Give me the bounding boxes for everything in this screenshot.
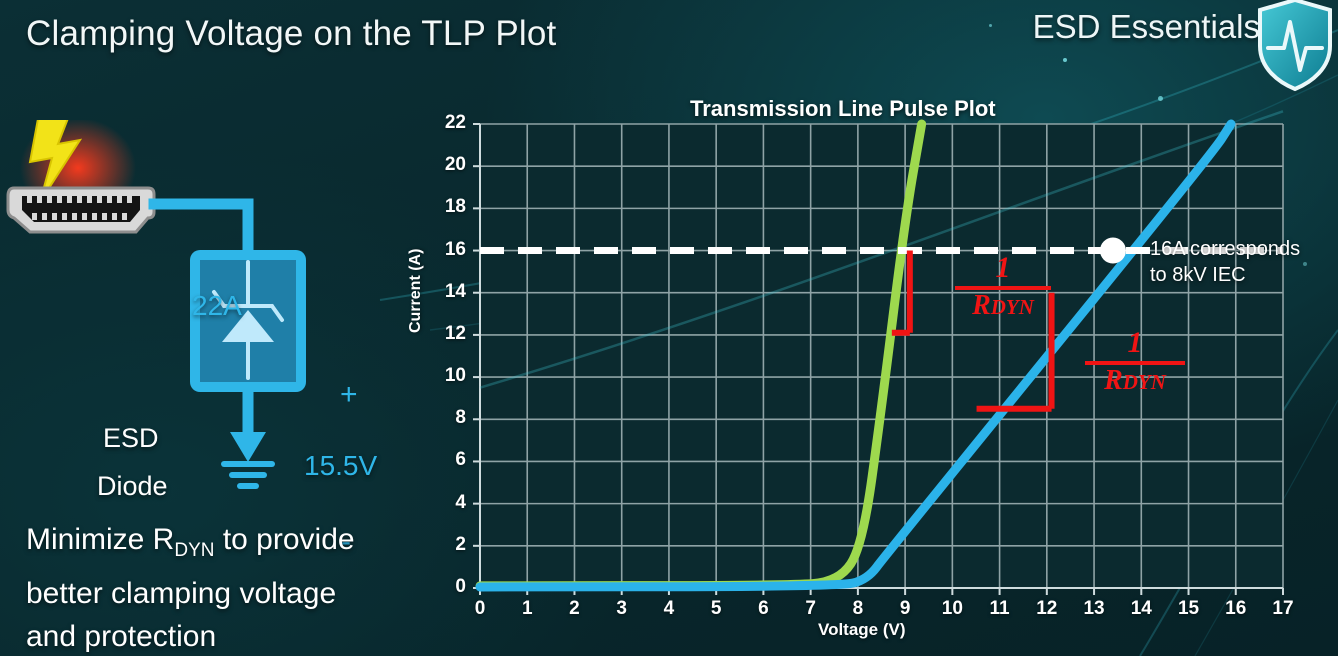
x-tick-label: 10 [941,598,963,619]
slope-callout-1-denominator: RDYN [972,290,1034,321]
takeaway-line3: and protection [26,620,217,653]
page-title: Clamping Voltage on the TLP Plot [26,14,557,53]
slope-callout-1-label: 1 RDYN [955,253,1051,322]
hdmi-connector-icon [6,186,156,234]
chart-plot-area [473,110,1284,595]
x-tick-label: 2 [569,598,580,619]
x-tick-label: 1 [521,598,533,619]
takeaway-line1-b: to provide [214,523,355,556]
threshold-note-line1: 16A corresponds [1150,238,1301,260]
y-tick-label: 2 [455,533,466,555]
ground-symbol-icon [221,461,275,489]
x-tick-label: 14 [1130,598,1152,619]
x-tick-label: 11 [989,598,1010,619]
shield-pulse-icon [1258,0,1332,92]
slope-callout-2-denominator: RDYN [1104,365,1166,396]
takeaway-line2: better clamping voltage [26,577,337,610]
current-label: 22A [192,290,242,321]
x-tick-label: 7 [805,598,816,619]
x-tick-label: 6 [758,598,769,619]
clamp-voltage-label: 15.5V [304,450,378,481]
fraction-bar [1085,361,1185,365]
y-tick-label: 0 [455,576,466,597]
slope-callout-2-numerator: 1 [1127,326,1143,359]
y-tick-label: 6 [455,449,466,471]
fraction-bar [955,286,1051,290]
y-tick-label: 18 [444,196,466,218]
x-tick-label: 0 [474,598,486,619]
threshold-marker-dot [1099,237,1126,264]
x-tick-label: 4 [663,598,675,619]
y-tick-label: 20 [444,154,466,176]
device-label-line1: ESD [103,423,159,453]
sparkle-dot [989,24,992,27]
x-tick-label: 16 [1225,598,1247,619]
device-label-line2: Diode [97,471,168,501]
slope-callout-2-label: 1 RDYN [1085,328,1185,397]
takeaway-text: Minimize RDYN to provide better clamping… [26,518,446,656]
takeaway-line1-subscript: DYN [174,540,215,561]
x-tick-label: 3 [616,598,627,619]
takeaway-line1-a: Minimize R [26,523,175,556]
y-tick-label: 14 [444,280,466,302]
slope-callout-1-numerator: 1 [995,251,1011,284]
x-tick-label: 5 [710,598,722,619]
y-tick-label: 8 [455,407,466,429]
y-tick-label: 22 [444,112,466,133]
x-tick-label: 8 [852,598,864,619]
y-tick-label: 4 [455,491,466,513]
tvs-diode-icon [212,260,284,380]
chart-title: Transmission Line Pulse Plot [690,96,996,121]
sparkle-dot [1063,58,1067,62]
esd-protection-circuit-diagram: 22A ESD Diode 15.5V + - [0,107,420,558]
chart-x-axis-label: Voltage (V) [818,620,906,639]
x-tick-label: 9 [899,598,911,619]
y-tick-label: 10 [444,365,466,387]
series-line-high-RDYN-device [475,119,1236,592]
x-tick-label: 15 [1177,598,1200,619]
y-tick-label: 12 [444,322,466,344]
tlp-chart: Transmission Line Pulse Plot Current (A)… [407,88,1338,656]
plot-background [480,124,1283,588]
polarity-minus-label: - [341,525,351,558]
threshold-note-line2: to 8kV IEC [1150,264,1246,286]
y-tick-label: 16 [444,238,466,260]
polarity-plus-label: + [340,378,358,411]
x-tick-label: 13 [1083,598,1105,619]
plot-decorative-swoosh [479,110,1284,389]
x-tick-label: 17 [1272,598,1294,619]
slope-callout-2-bracket [976,292,1055,412]
slope-callout-1-bracket [891,250,913,336]
brand-name: ESD Essentials [1032,8,1260,45]
x-tick-label: 12 [1036,598,1058,619]
threshold-note: 16A corresponds to 8kV IEC [1150,236,1300,288]
circuit-svg [6,107,306,489]
